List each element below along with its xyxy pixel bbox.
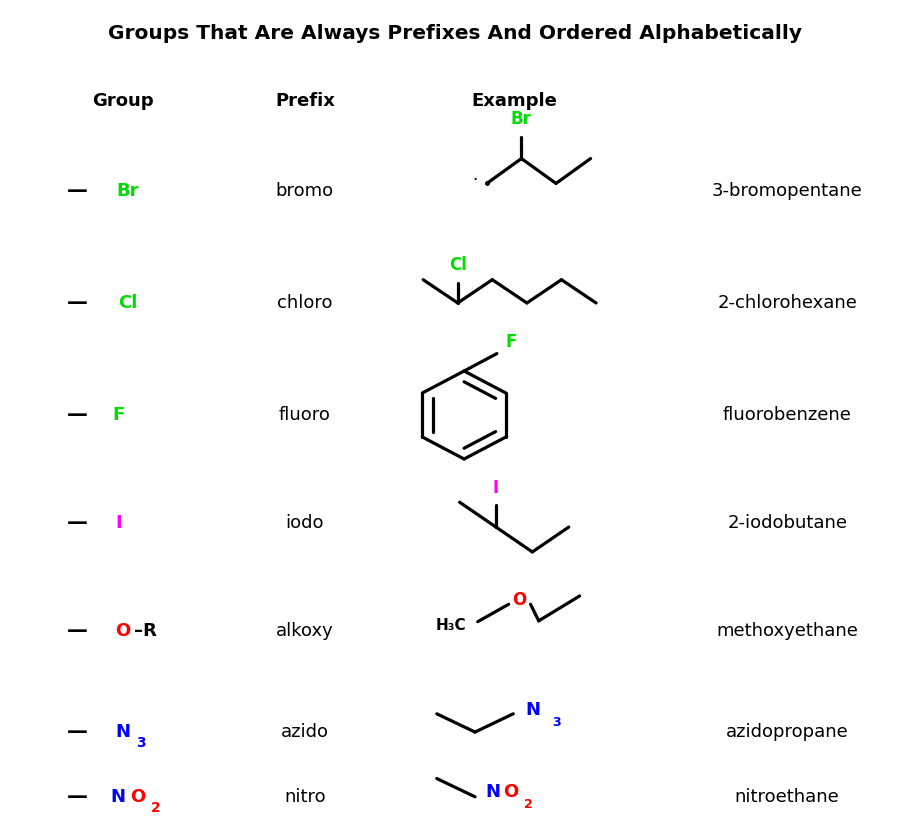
- Text: 3-bromopentane: 3-bromopentane: [712, 182, 863, 200]
- Text: bromo: bromo: [276, 182, 334, 200]
- Text: —: —: [67, 405, 87, 425]
- Text: F: F: [112, 406, 125, 424]
- Text: Cl: Cl: [117, 294, 137, 312]
- Text: 2: 2: [151, 801, 160, 814]
- Text: fluorobenzene: fluorobenzene: [723, 406, 852, 424]
- Text: Br: Br: [511, 110, 531, 128]
- Text: Prefix: Prefix: [275, 92, 335, 110]
- Text: azidopropane: azidopropane: [726, 723, 848, 741]
- Text: —: —: [67, 181, 87, 201]
- Text: —: —: [67, 722, 87, 742]
- Text: O: O: [503, 783, 518, 801]
- Text: 3: 3: [136, 736, 146, 749]
- Text: N: N: [526, 701, 541, 720]
- Text: N: N: [111, 788, 126, 806]
- Text: N: N: [486, 783, 501, 801]
- Text: I: I: [115, 514, 122, 532]
- Text: 3: 3: [552, 715, 561, 729]
- Text: 2-chlorohexane: 2-chlorohexane: [717, 294, 857, 312]
- Text: nitroethane: nitroethane: [734, 788, 840, 806]
- Text: —: —: [67, 293, 87, 313]
- Text: Groups That Are Always Prefixes And Ordered Alphabetically: Groups That Are Always Prefixes And Orde…: [108, 24, 802, 42]
- Text: O: O: [116, 622, 130, 640]
- Text: Cl: Cl: [449, 256, 467, 274]
- Text: —: —: [67, 621, 87, 641]
- Text: O: O: [512, 591, 527, 609]
- Text: azido: azido: [281, 723, 329, 741]
- Text: 2: 2: [524, 798, 533, 811]
- Text: 2-iodobutane: 2-iodobutane: [727, 514, 847, 532]
- Text: H₃C: H₃C: [435, 618, 466, 633]
- Text: ·: ·: [472, 171, 478, 188]
- Text: –R: –R: [134, 622, 157, 640]
- Text: N: N: [116, 723, 130, 741]
- Text: iodo: iodo: [286, 514, 324, 532]
- Text: nitro: nitro: [284, 788, 326, 806]
- Text: Group: Group: [92, 92, 154, 110]
- Text: Example: Example: [471, 92, 557, 110]
- Text: —: —: [67, 513, 87, 533]
- Text: methoxyethane: methoxyethane: [716, 622, 858, 640]
- Text: F: F: [506, 333, 517, 351]
- Text: fluoro: fluoro: [278, 406, 331, 424]
- Text: alkoxy: alkoxy: [276, 622, 334, 640]
- Text: I: I: [493, 479, 499, 497]
- Text: Br: Br: [116, 182, 138, 200]
- Text: —: —: [67, 787, 87, 807]
- Text: chloro: chloro: [278, 294, 332, 312]
- Text: O: O: [130, 788, 145, 806]
